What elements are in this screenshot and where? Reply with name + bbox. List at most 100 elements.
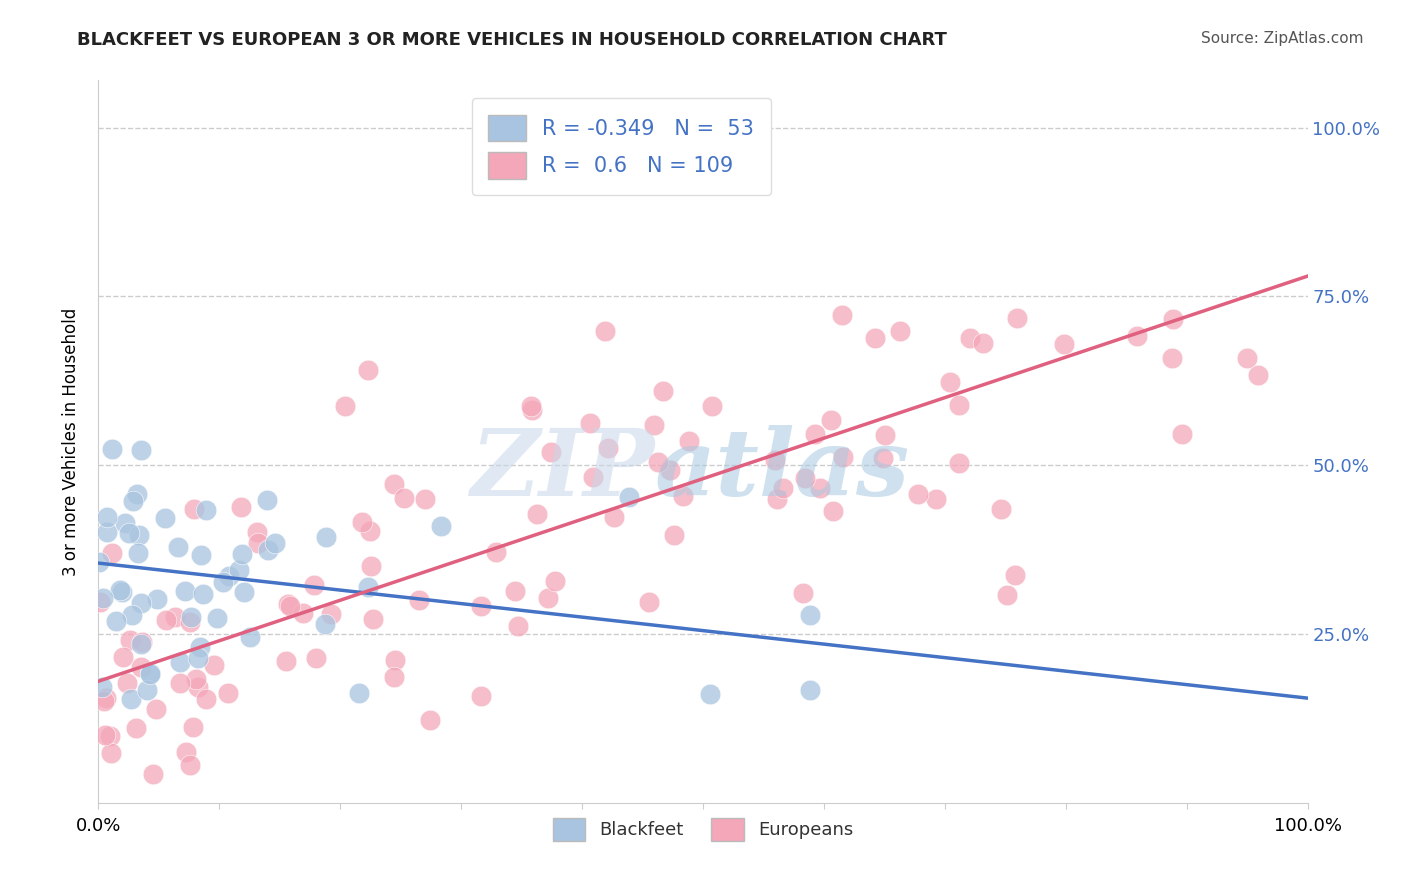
Point <box>138 666 160 681</box>
Point <box>1053 337 1076 351</box>
Point <box>238 630 260 644</box>
Point <box>302 578 325 592</box>
Point <box>256 493 278 508</box>
Point <box>174 584 197 599</box>
Point <box>136 682 159 697</box>
Point <box>596 441 619 455</box>
Point <box>359 524 381 539</box>
Point <box>89 595 111 609</box>
Point <box>579 416 602 430</box>
Point <box>194 503 217 517</box>
Point <box>1247 368 1270 383</box>
Point <box>105 614 128 628</box>
Point <box>799 682 821 697</box>
Point <box>305 651 328 665</box>
Point <box>96 510 118 524</box>
Point <box>257 542 280 557</box>
Point <box>659 462 682 476</box>
Point <box>93 694 115 708</box>
Point <box>191 587 214 601</box>
Point <box>277 597 299 611</box>
Point <box>217 686 239 700</box>
Point <box>188 640 211 655</box>
Point <box>1005 311 1028 326</box>
Point <box>1170 426 1192 441</box>
Point <box>948 397 970 411</box>
Point <box>111 585 134 599</box>
Point <box>925 492 948 507</box>
Point <box>98 729 121 743</box>
Point <box>643 417 665 432</box>
Point <box>315 617 337 632</box>
Point <box>350 516 373 530</box>
Point <box>146 591 169 606</box>
Point <box>128 527 150 541</box>
Point <box>485 544 508 558</box>
Point <box>419 713 441 727</box>
Point <box>582 470 605 484</box>
Point <box>100 442 122 456</box>
Point <box>179 615 201 629</box>
Point <box>823 504 845 518</box>
Point <box>907 487 929 501</box>
Point <box>120 691 142 706</box>
Point <box>186 673 208 687</box>
Point <box>520 403 543 417</box>
Point <box>831 308 853 322</box>
Point <box>94 690 117 705</box>
Point <box>111 649 134 664</box>
Point <box>415 491 437 506</box>
Point <box>94 728 117 742</box>
Point <box>678 434 700 448</box>
Point <box>174 745 197 759</box>
Y-axis label: 3 or more Vehicles in Household: 3 or more Vehicles in Household <box>62 308 80 575</box>
Point <box>231 547 253 561</box>
Point <box>190 549 212 563</box>
Point <box>820 413 842 427</box>
Point <box>180 610 202 624</box>
Point <box>129 596 152 610</box>
Point <box>229 500 252 515</box>
Point <box>357 363 380 377</box>
Text: BLACKFEET VS EUROPEAN 3 OR MORE VEHICLES IN HOUSEHOLD CORRELATION CHART: BLACKFEET VS EUROPEAN 3 OR MORE VEHICLES… <box>77 31 948 49</box>
Point <box>115 675 138 690</box>
Point <box>347 686 370 700</box>
Point <box>181 720 204 734</box>
Point <box>120 632 142 647</box>
Point <box>163 610 186 624</box>
Point <box>155 614 177 628</box>
Point <box>183 502 205 516</box>
Point <box>959 330 981 344</box>
Point <box>274 654 297 668</box>
Point <box>702 399 724 413</box>
Point <box>321 607 343 621</box>
Legend: Blackfeet, Europeans: Blackfeet, Europeans <box>546 810 860 848</box>
Point <box>179 757 201 772</box>
Point <box>91 591 114 606</box>
Point <box>995 588 1018 602</box>
Point <box>799 607 821 622</box>
Point <box>699 687 721 701</box>
Point <box>503 583 526 598</box>
Point <box>96 524 118 539</box>
Point <box>202 658 225 673</box>
Point <box>125 486 148 500</box>
Point <box>333 399 356 413</box>
Point <box>169 656 191 670</box>
Point <box>153 510 176 524</box>
Point <box>1004 568 1026 582</box>
Point <box>647 455 669 469</box>
Point <box>187 681 209 695</box>
Point <box>863 331 886 345</box>
Point <box>603 509 626 524</box>
Point <box>90 680 112 694</box>
Point <box>382 477 405 491</box>
Point <box>972 336 994 351</box>
Point <box>540 444 562 458</box>
Point <box>361 612 384 626</box>
Point <box>430 519 453 533</box>
Point <box>637 595 659 609</box>
Point <box>246 536 269 550</box>
Point <box>101 546 124 560</box>
Point <box>470 689 492 703</box>
